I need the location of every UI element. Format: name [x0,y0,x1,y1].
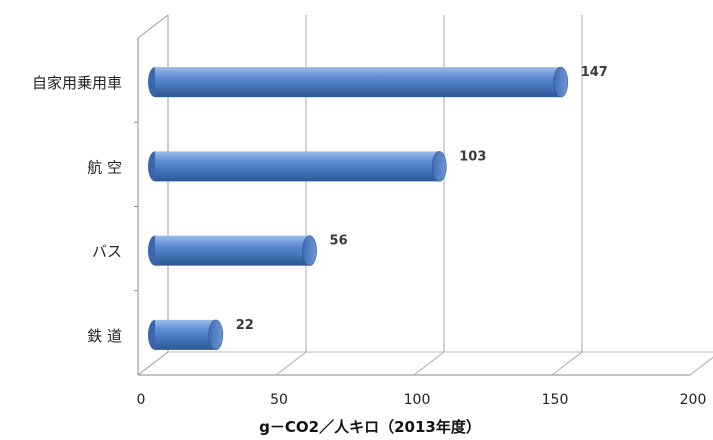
gridline-floor [551,351,583,376]
bar [148,66,569,98]
bar [148,151,447,182]
data-label: 103 [459,149,486,164]
x-tick-label: 150 [542,392,569,408]
data-label: 56 [330,234,348,249]
data-labels: 147 103 56 22 [236,65,608,333]
category-label: バス [92,243,122,261]
bar [148,319,224,351]
x-tick-label: 100 [404,392,431,408]
floor-left-edge [137,351,169,376]
x-tick-labels: 0 50 100 150 200 [137,392,707,408]
gridline-floor [413,351,445,376]
data-label: 22 [236,318,254,333]
category-label: 鉄 道 [87,327,122,345]
bar [148,235,317,266]
x-tick-label: 0 [137,392,146,408]
bar-series [148,66,569,351]
data-label: 147 [581,65,608,80]
left-wall-top-edge [137,14,169,39]
x-axis-title: g－CO2／人キロ（2013年度） [259,418,481,436]
y-tick-marks [134,121,138,292]
category-label: 自家用乗用車 [32,74,122,92]
category-label: 航 空 [87,158,122,176]
gridline-floor [275,351,307,376]
x-tick-label: 50 [270,392,288,408]
gridline-floor [689,356,713,376]
x-tick-label: 200 [680,392,707,408]
